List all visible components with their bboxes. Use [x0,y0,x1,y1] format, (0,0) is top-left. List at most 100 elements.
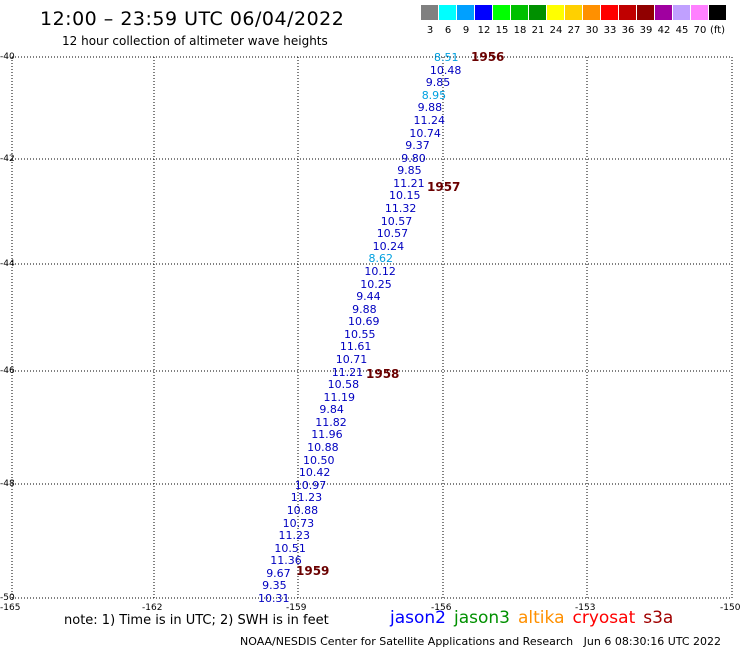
legend-label: 39 [639,25,653,36]
generated-time: Jun 6 08:30:16 UTC 2022 [583,635,722,648]
longitude-label: -165 [0,603,21,613]
legend-swatch [439,5,456,20]
legend-swatch [583,5,600,20]
wave-height-value: 8.51 [434,51,459,64]
legend-label: 42 [657,25,671,36]
legend-label: 36 [621,25,635,36]
wave-height-value: 9.84 [319,403,344,417]
wave-height-value: 11.82 [315,415,347,429]
wave-height-value: 10.71 [335,353,368,366]
wave-height-value: 11.36 [270,554,302,568]
wave-height-value: 10.55 [344,327,376,341]
legend-label: 21 [531,25,545,36]
legend-swatch [619,5,636,20]
legend-label: 24 [549,25,563,36]
page-subtitle: 12 hour collection of altimeter wave hei… [62,34,328,48]
legend-label: 45 [675,25,689,36]
latitude-label: -44 [0,259,15,269]
legend-unit: (ft) [710,25,726,36]
satellite-s3a: s3a [643,608,674,628]
longitude-label: -153 [575,603,596,613]
wave-height-value: 10.42 [298,466,331,480]
wave-height-value: 10.58 [327,378,360,392]
legend-label: 15 [495,25,509,36]
wave-height-value: 10.50 [303,453,335,467]
wave-height-value: 9.88 [417,101,443,115]
satellite-jason2: jason2 [390,608,446,628]
legend-swatch [493,5,510,20]
page-title: 12:00 – 23:59 UTC 06/04/2022 [40,8,345,30]
longitude-label: -159 [286,603,307,613]
longitude-label: -156 [431,603,452,613]
wave-height-value: 10.25 [360,277,392,291]
legend-swatch [547,5,564,20]
legend-swatch [565,5,582,20]
wave-height-value: 10.51 [274,541,306,555]
note-text: note: 1) Time is in UTC; 2) SWH is in fe… [64,613,329,628]
wave-height-value: 10.31 [258,592,290,605]
time-stamp: 1958 [366,367,400,381]
wave-height-value: 11.23 [290,491,323,505]
legend-swatch [529,5,546,20]
wave-height-value: 8.95 [421,88,447,102]
wave-height-value: 10.24 [372,239,405,253]
wave-height-value: 9.85 [397,164,422,178]
wave-height-value: 10.73 [282,516,315,530]
legend-swatch [709,5,726,20]
wave-height-value: 11.24 [413,113,446,127]
legend-label: 12 [477,25,491,36]
wave-height-value: 9.85 [425,76,451,90]
legend-label: 33 [603,25,617,36]
legend-swatch [421,5,438,20]
wave-height-value: 10.88 [307,441,339,454]
legend-swatch [637,5,654,20]
legend-swatch [475,5,492,20]
wave-height-value: 8.62 [368,252,394,266]
longitude-label: -150 [720,603,740,613]
wave-height-value: 11.19 [323,390,356,404]
legend-label: 6 [444,25,452,36]
legend-label: 9 [462,25,470,36]
wave-height-value: 11.23 [278,529,311,543]
latitude-label: -48 [0,479,15,489]
wave-height-value: 10.69 [348,315,380,329]
time-stamp: 1957 [427,180,461,194]
wave-height-value: 9.80 [401,151,426,165]
legend-label: 27 [567,25,581,36]
wave-height-value: 11.21 [331,365,364,379]
legend-swatch [457,5,474,20]
wave-height-value: 9.67 [266,566,291,580]
satellite-altika: altika [518,608,565,628]
wave-height-value: 10.12 [364,264,396,278]
wave-height-value: 10.57 [380,214,413,228]
wave-height-value: 11.96 [311,428,343,442]
wave-height-value: 10.48 [429,63,462,77]
latitude-label: -46 [0,366,15,376]
wave-height-value: 9.44 [356,290,381,303]
time-stamp: 1959 [296,564,330,578]
wave-height-value: 9.35 [262,579,287,593]
wave-height-value: 10.88 [286,503,319,517]
satellite-legend: jason2 jason3 altika cryosat s3a [390,608,681,628]
legend-swatch [673,5,690,20]
legend-swatch [655,5,672,20]
legend-swatch [691,5,708,20]
wave-height-value: 10.97 [294,478,327,492]
credit-source: NOAA/NESDIS Center for Satellite Applica… [240,635,574,648]
wave-height-value: 10.15 [389,189,421,203]
latitude-label: -42 [0,154,15,164]
latitude-label: -50 [0,593,15,603]
longitude-label: -162 [142,603,163,613]
legend-swatch [511,5,528,20]
wave-height-value: 9.37 [405,139,430,153]
satellite-cryosat: cryosat [572,608,636,628]
time-stamp: 1956 [471,50,505,64]
wave-height-value: 11.32 [384,202,417,215]
wave-height-value: 10.74 [409,126,441,140]
wave-height-value: 9.88 [352,302,377,316]
legend-label: 70 [693,25,707,36]
wave-height-value: 11.61 [339,340,372,354]
latitude-label: -40 [0,52,15,62]
legend-label: 30 [585,25,599,36]
